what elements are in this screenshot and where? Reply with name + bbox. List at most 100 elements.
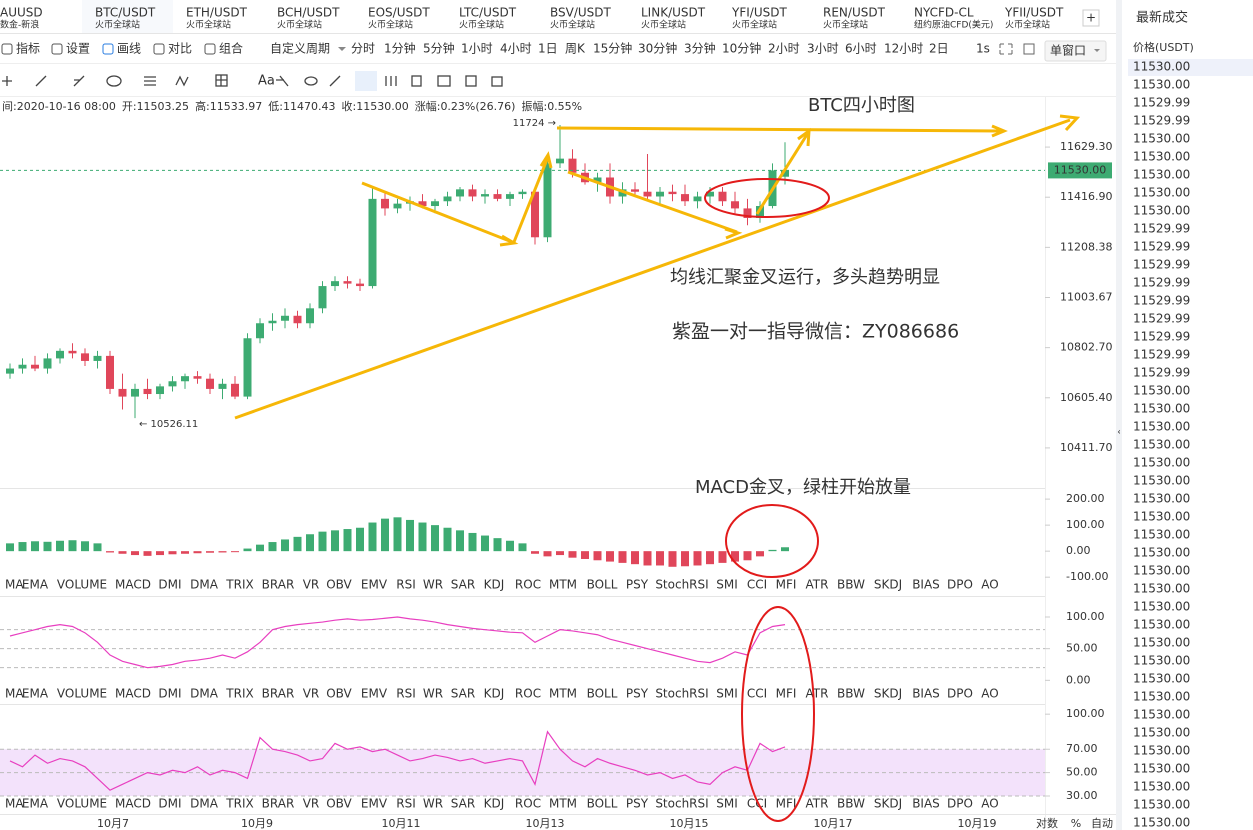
indicator-tab[interactable]: MTM xyxy=(549,687,577,701)
indicator-tab[interactable]: AO xyxy=(981,578,998,592)
indicator-tab[interactable]: SMI xyxy=(716,797,738,811)
tab-pair[interactable]: BSV/USDT xyxy=(550,6,612,20)
indicator-tab[interactable]: WR xyxy=(423,687,443,701)
indicator-tab[interactable]: VOLUME xyxy=(57,687,107,701)
tool-button[interactable]: 画线 xyxy=(117,42,141,56)
indicator-tab[interactable]: ROC xyxy=(515,797,541,811)
axis-option[interactable]: 自动 xyxy=(1091,817,1113,830)
indicator-tab[interactable]: DMI xyxy=(158,687,181,701)
period-button[interactable]: 3小时 xyxy=(807,42,839,56)
tab-exchange[interactable]: 火币全球站 xyxy=(459,19,504,31)
indicator-tab[interactable]: SKDJ xyxy=(874,797,902,811)
tool-button[interactable]: 设置 xyxy=(66,42,90,56)
tab-pair[interactable]: REN/USDT xyxy=(823,6,886,20)
period-button[interactable]: 5分钟 xyxy=(423,41,455,56)
indicator-tab[interactable]: StochRSI xyxy=(655,797,708,811)
period-caret[interactable] xyxy=(338,47,346,51)
tab-exchange[interactable]: 火币全球站 xyxy=(95,19,140,31)
tab-pair[interactable]: LTC/USDT xyxy=(459,6,517,20)
period-button[interactable]: 1日 xyxy=(538,42,558,56)
indicator-tab[interactable]: OBV xyxy=(326,687,352,701)
indicator-tab[interactable]: TRIX xyxy=(225,797,253,811)
tool-button[interactable]: 组合 xyxy=(219,41,243,56)
indicator-tab[interactable]: PSY xyxy=(626,578,649,592)
indicator-tab[interactable]: VR xyxy=(303,687,320,701)
indicator-tab[interactable]: MA xyxy=(5,578,24,592)
indicator-tab[interactable]: ROC xyxy=(515,687,541,701)
indicator-tab[interactable]: StochRSI xyxy=(655,687,708,701)
indicator-tab[interactable]: EMV xyxy=(361,578,388,592)
period-button[interactable]: 10分钟 xyxy=(722,41,761,56)
tab-pair[interactable]: LINK/USDT xyxy=(641,6,706,20)
indicator-tab[interactable]: ATR xyxy=(806,687,829,701)
indicator-tab[interactable]: DPO xyxy=(947,797,973,811)
tab-pair[interactable]: AUUSD xyxy=(0,6,43,20)
indicator-tab[interactable]: SKDJ xyxy=(874,578,902,592)
indicator-tab[interactable]: MACD xyxy=(115,687,151,701)
tab-pair[interactable]: EOS/USDT xyxy=(368,6,430,20)
period-button[interactable]: 6小时 xyxy=(845,42,877,56)
tool-icon[interactable] xyxy=(1,43,13,55)
indicator-tab[interactable]: EMA xyxy=(22,578,49,592)
fullscreen-icons[interactable] xyxy=(999,43,1035,55)
tab-exchange[interactable]: 火币全球站 xyxy=(368,19,413,31)
indicator-tab[interactable]: TRIX xyxy=(225,687,253,701)
tool-icon[interactable] xyxy=(51,43,63,55)
tab-pair[interactable]: BCH/USDT xyxy=(277,6,340,20)
tab-exchange[interactable]: 火币全球站 xyxy=(186,19,231,31)
indicator-tab[interactable]: SMI xyxy=(716,578,738,592)
indicator-tab[interactable]: CCI xyxy=(747,687,767,701)
indicator-tab[interactable]: KDJ xyxy=(484,578,505,592)
refresh-rate[interactable]: 1s xyxy=(976,42,990,56)
indicator-tab[interactable]: SMI xyxy=(716,687,738,701)
indicator-tab[interactable]: MFI xyxy=(776,687,797,701)
indicator-tab[interactable]: RSI xyxy=(396,687,416,701)
indicator-tab[interactable]: VOLUME xyxy=(57,578,107,592)
tab-exchange[interactable]: 火币全球站 xyxy=(1005,19,1050,31)
indicator-tab[interactable]: TRIX xyxy=(225,578,253,592)
indicator-tab[interactable]: StochRSI xyxy=(655,578,708,592)
indicator-tab[interactable]: MFI xyxy=(776,797,797,811)
tab-exchange[interactable]: 火币全球站 xyxy=(277,19,322,31)
indicator-tab[interactable]: SAR xyxy=(451,797,475,811)
period-button[interactable]: 2小时 xyxy=(768,42,800,56)
indicator-tab[interactable]: KDJ xyxy=(484,797,505,811)
tab-pair[interactable]: YFII/USDT xyxy=(1004,6,1064,20)
collapse-handle[interactable]: ‹ xyxy=(1117,428,1121,438)
indicator-tab[interactable]: RSI xyxy=(396,578,416,592)
add-tab-icon[interactable]: + xyxy=(1086,11,1096,25)
indicator-tab[interactable]: EMA xyxy=(22,687,49,701)
period-button[interactable]: 分时 xyxy=(351,42,375,56)
indicator-tab[interactable]: DPO xyxy=(947,687,973,701)
period-button[interactable]: 30分钟 xyxy=(638,41,677,56)
indicator-tab[interactable]: OBV xyxy=(326,797,352,811)
indicator-tab[interactable]: BRAR xyxy=(262,687,295,701)
add-tab-button[interactable] xyxy=(1082,9,1100,27)
period-button[interactable]: 周K xyxy=(565,42,586,56)
indicator-tab[interactable]: DMA xyxy=(190,687,219,701)
indicator-tab[interactable]: WR xyxy=(423,797,443,811)
tab-pair[interactable]: NYCFD-CL xyxy=(914,6,974,20)
indicator-tab[interactable]: MTM xyxy=(549,797,577,811)
indicator-tab[interactable]: DMA xyxy=(190,797,219,811)
indicator-tab[interactable]: BOLL xyxy=(587,687,618,701)
indicator-tab[interactable]: PSY xyxy=(626,687,649,701)
tab-pair[interactable]: YFI/USDT xyxy=(731,6,787,20)
indicator-tab[interactable]: BBW xyxy=(837,687,865,701)
indicator-tab[interactable]: BRAR xyxy=(262,797,295,811)
tool-button[interactable]: 指标 xyxy=(16,41,40,56)
indicator-tab[interactable]: DMI xyxy=(158,578,181,592)
indicator-tab[interactable]: MA xyxy=(5,687,24,701)
indicator-tab[interactable]: CCI xyxy=(747,797,767,811)
period-button[interactable]: 12小时 xyxy=(884,42,923,56)
tab-pair[interactable]: ETH/USDT xyxy=(186,6,248,20)
indicator-tab[interactable]: RSI xyxy=(396,797,416,811)
window-select[interactable] xyxy=(1044,40,1107,62)
indicator-tab[interactable]: PSY xyxy=(626,797,649,811)
indicator-tab[interactable]: CCI xyxy=(747,578,767,592)
indicator-tab[interactable]: DMA xyxy=(190,578,219,592)
indicator-tab[interactable]: DPO xyxy=(947,578,973,592)
indicator-tab[interactable]: OBV xyxy=(326,578,352,592)
indicator-tab[interactable]: BIAS xyxy=(912,687,940,701)
indicator-tab[interactable]: KDJ xyxy=(484,687,505,701)
